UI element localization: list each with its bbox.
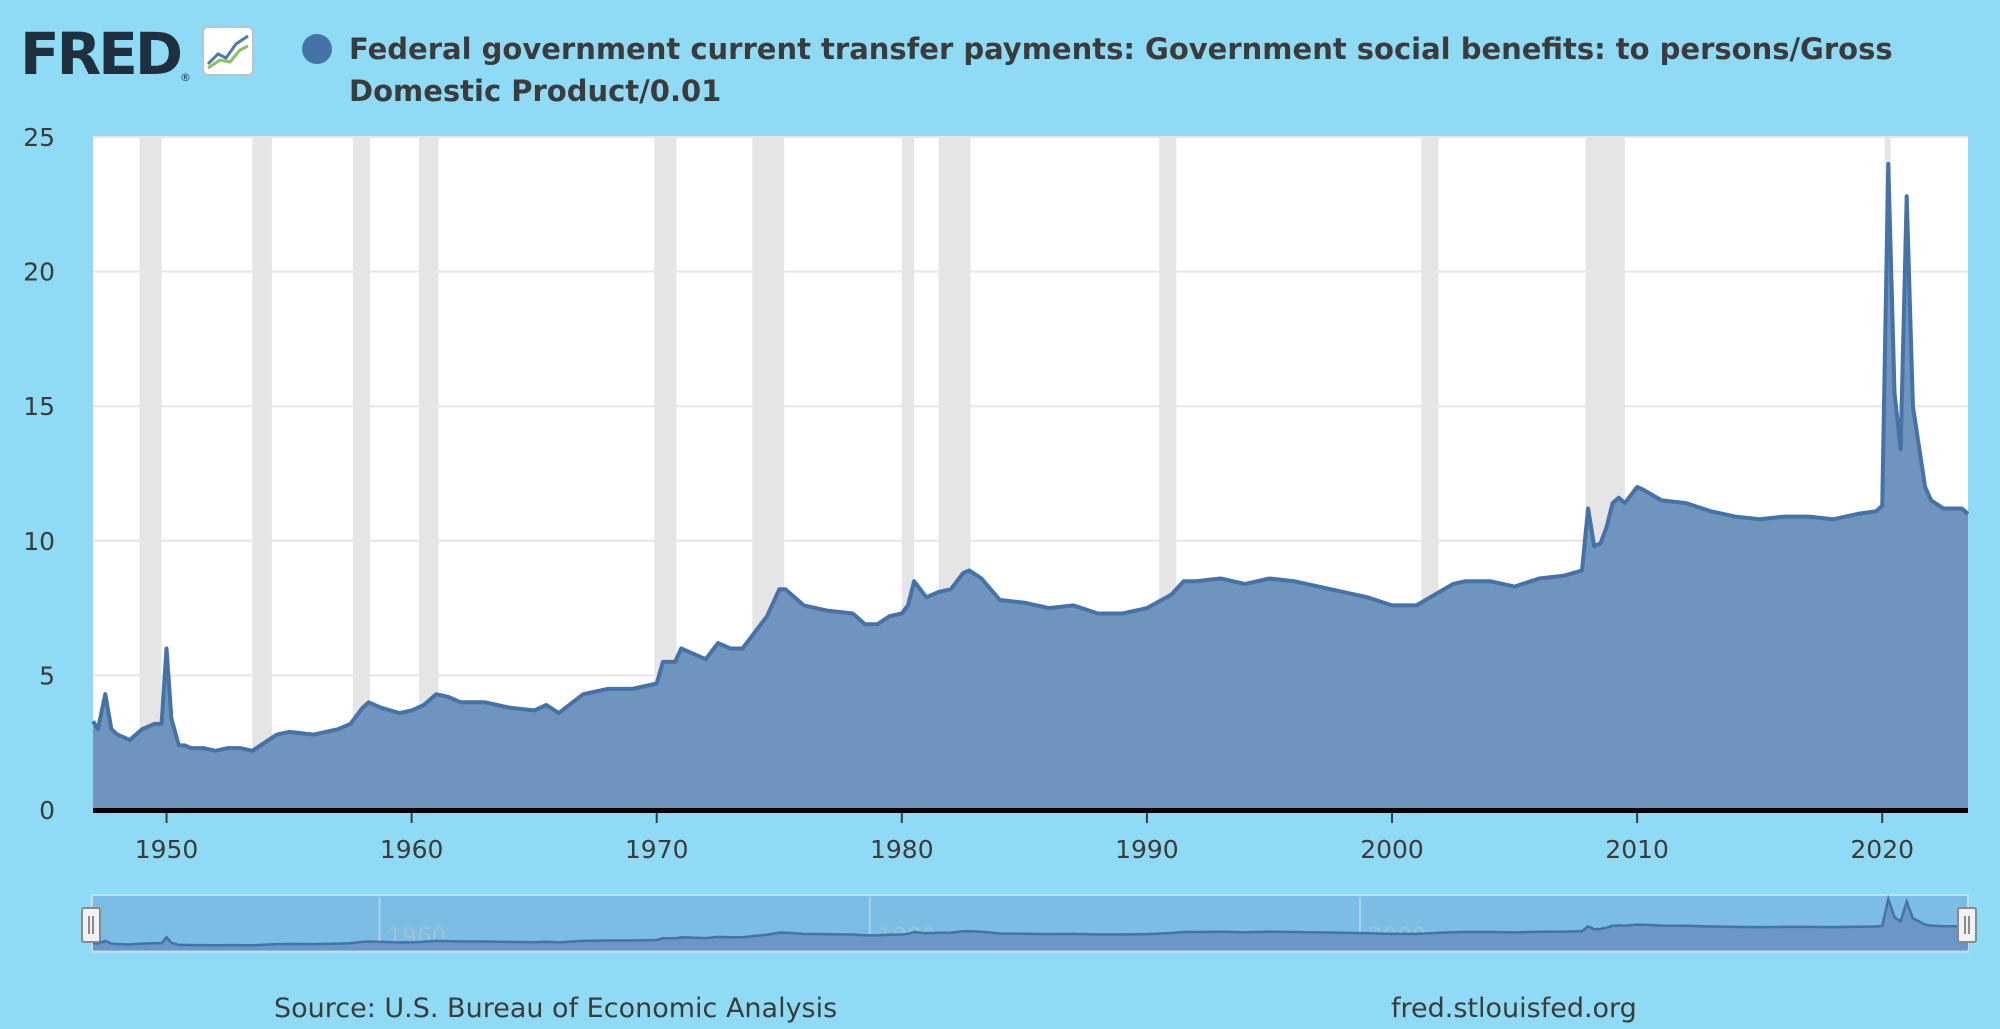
y-tick-label: 20 (23, 258, 55, 287)
x-axis: 1950 1960 1970 1980 1990 2000 2010 2020 (135, 813, 1914, 864)
navigator-series-area (93, 899, 1968, 950)
y-tick-label: 15 (23, 392, 55, 421)
chart-header: FRED® Federal government current transfe… (0, 0, 2000, 130)
line-chart-icon (202, 26, 255, 76)
x-tick-label: 1990 (1115, 835, 1179, 864)
recession-band (139, 137, 162, 810)
y-tick-label: 5 (39, 661, 55, 690)
x-tick-label: 1950 (135, 835, 199, 864)
fred-url-link[interactable]: fred.stlouisfed.org (1391, 993, 1637, 1024)
series-line[interactable] (91, 161, 1970, 753)
recession-band (418, 137, 439, 810)
x-tick-label: 2000 (1360, 835, 1424, 864)
chart-title: Federal government current transfer paym… (349, 32, 1893, 108)
navigator-series-line (92, 894, 1969, 947)
fred-logo-registered-mark: ® (180, 71, 192, 84)
source-note: Source: U.S. Bureau of Economic Analysis (274, 993, 838, 1024)
chart: 0 5 10 15 20 25 1950 1960 1970 1980 1990 2000 2010 2… (23, 123, 1977, 953)
y-tick-label: 10 (23, 527, 55, 556)
x-tick-label: 1960 (380, 835, 444, 864)
x-tick-label: 2020 (1850, 835, 1914, 864)
fred-logo[interactable]: FRED® (20, 20, 255, 88)
series-legend-marker[interactable] (302, 34, 332, 64)
navigator-handle-left[interactable] (81, 907, 101, 943)
x-tick-label: 1980 (870, 835, 934, 864)
x-tick-label: 2010 (1605, 835, 1669, 864)
y-tick-label: 25 (23, 123, 55, 152)
recession-band (654, 137, 677, 810)
navigator[interactable]: 196019802000 (81, 894, 1977, 953)
series-area[interactable] (93, 163, 1968, 810)
y-tick-label: 0 (39, 796, 55, 825)
recession-band (352, 137, 370, 810)
navigator-handle-right[interactable] (1957, 907, 1977, 943)
recession-band (252, 137, 272, 810)
fred-logo-text: FRED (20, 20, 183, 88)
x-tick-label: 1970 (625, 835, 689, 864)
x-axis-line (93, 808, 1968, 813)
y-axis: 0 5 10 15 20 25 (23, 123, 55, 825)
